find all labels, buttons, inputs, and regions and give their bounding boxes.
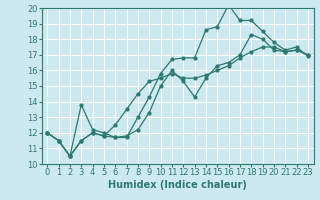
X-axis label: Humidex (Indice chaleur): Humidex (Indice chaleur) — [108, 180, 247, 190]
